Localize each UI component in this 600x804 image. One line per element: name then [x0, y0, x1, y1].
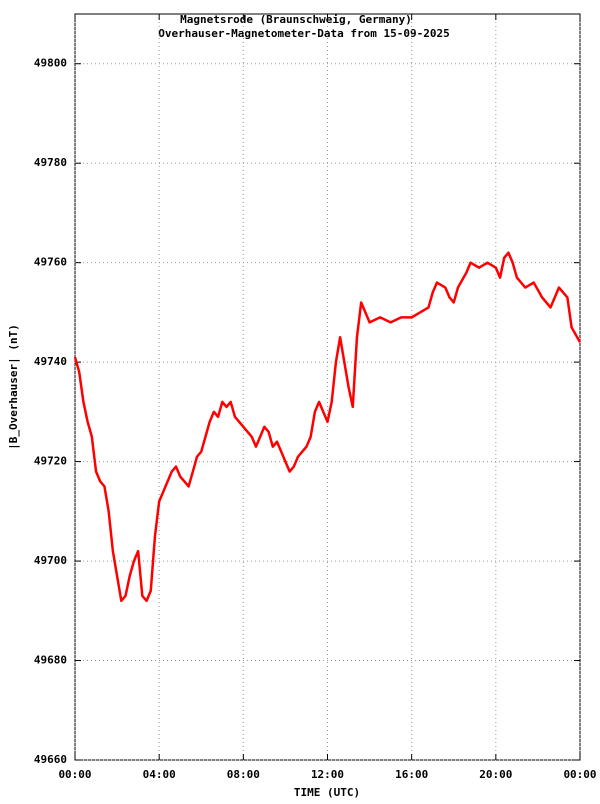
x-tick-label: 12:00	[311, 768, 344, 781]
y-tick-label: 49660	[34, 753, 67, 766]
y-tick-label: 49740	[34, 355, 67, 368]
chart-title: Magnetsrode (Braunschweig, Germany)	[180, 13, 412, 26]
y-tick-label: 49700	[34, 554, 67, 567]
x-tick-label: 20:00	[479, 768, 512, 781]
x-tick-label: 00:00	[58, 768, 91, 781]
x-tick-label: 08:00	[227, 768, 260, 781]
chart-subtitle: Overhauser-Magnetometer-Data from 15-09-…	[158, 27, 449, 40]
data-line	[73, 251, 582, 603]
x-tick-label: 00:00	[563, 768, 596, 781]
x-tick-label: 04:00	[143, 768, 176, 781]
y-tick-label: 49800	[34, 57, 67, 70]
y-axis-label: |B_Overhauser| (nT)	[7, 324, 20, 450]
x-axis-label: TIME (UTC)	[294, 786, 360, 799]
x-tick-label: 16:00	[395, 768, 428, 781]
y-tick-label: 49760	[34, 256, 67, 269]
y-tick-label: 49720	[34, 455, 67, 468]
y-tick-label: 49780	[34, 156, 67, 169]
y-tick-label: 49680	[34, 654, 67, 667]
